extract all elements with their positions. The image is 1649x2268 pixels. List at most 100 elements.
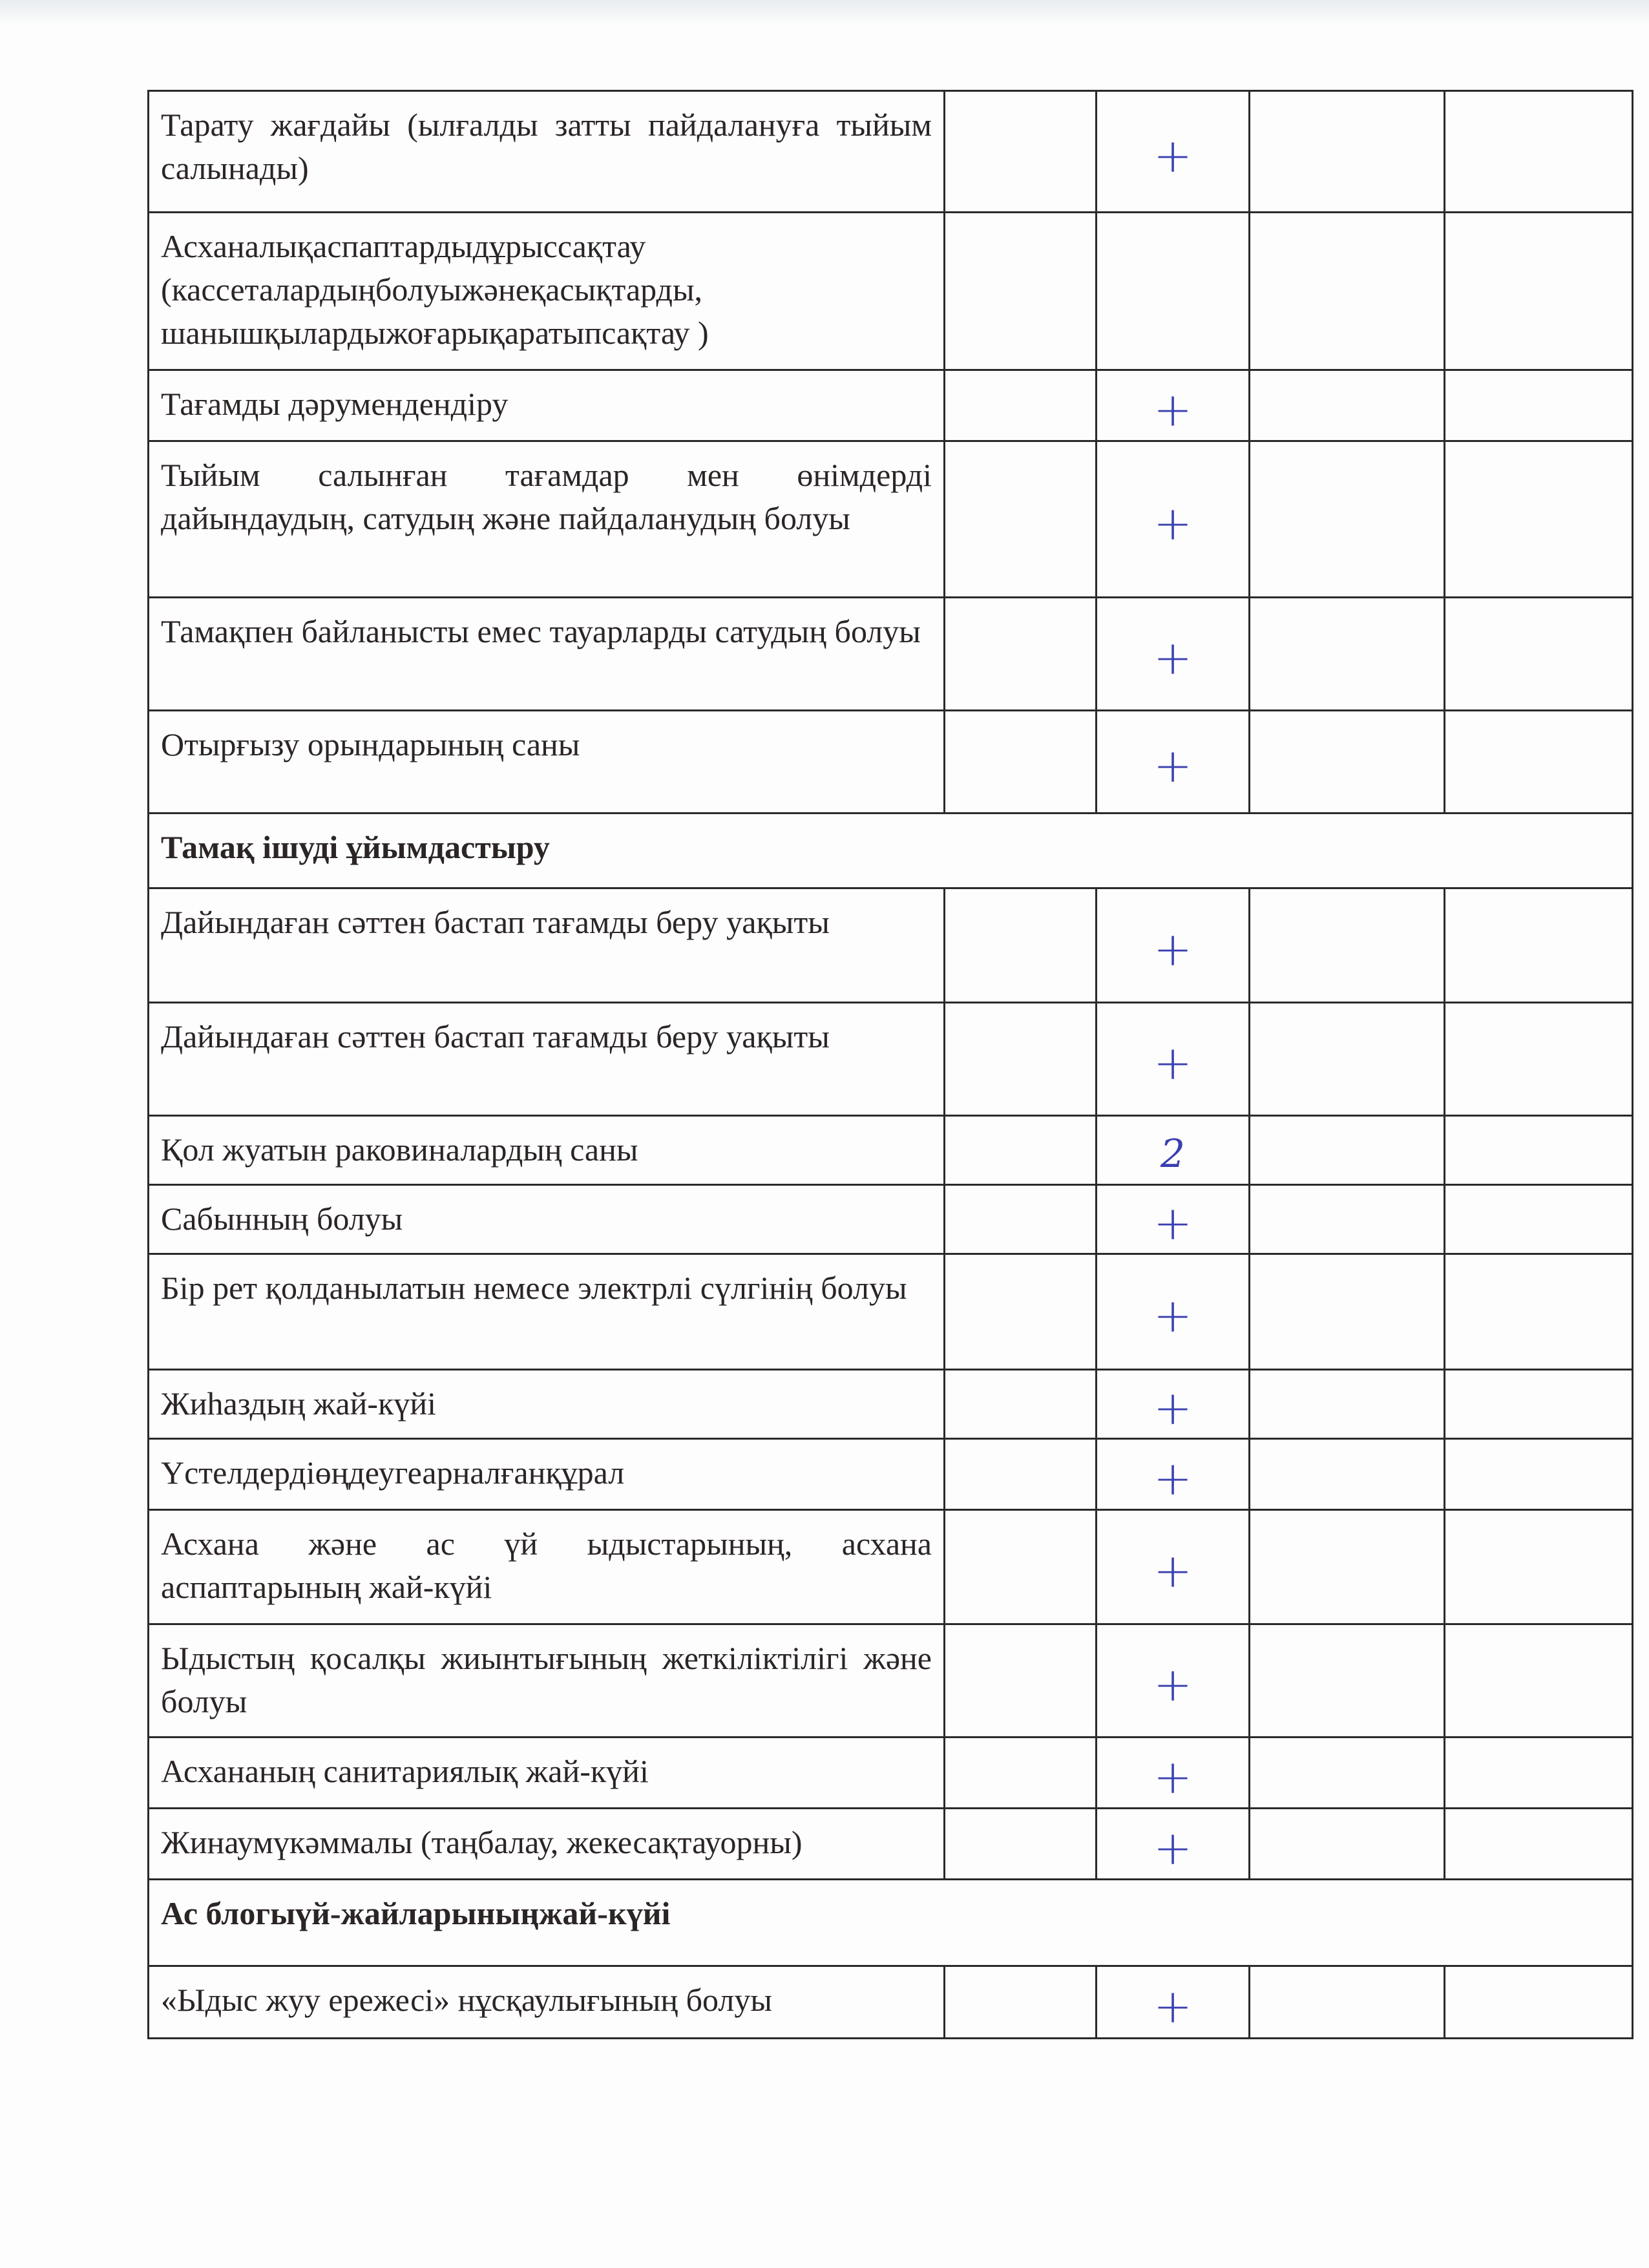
table-row: Жинаумүкәммалы (таңбалау, жекесақтауорны… bbox=[147, 1807, 1633, 1880]
table-row: Асхана және ас үй ыдыстарының, асхана ас… bbox=[147, 1509, 1633, 1625]
criterion-text: Тыйым салынған тағамдар мен өнімдерді да… bbox=[147, 440, 945, 598]
empty-cell bbox=[1248, 1184, 1445, 1255]
empty-cell bbox=[943, 1115, 1097, 1186]
empty-cell bbox=[1248, 211, 1445, 371]
table-row: Асхананың санитариялық жай-күйі + bbox=[147, 1736, 1633, 1809]
empty-cell bbox=[1444, 887, 1633, 1003]
empty-cell bbox=[943, 709, 1097, 814]
empty-cell bbox=[1248, 90, 1445, 213]
empty-cell bbox=[1444, 1184, 1633, 1255]
mark-cell: + bbox=[1095, 1253, 1250, 1370]
criterion-text: Дайындаған сәттен бастап тағамды беру уа… bbox=[147, 887, 945, 1003]
empty-cell bbox=[1444, 1509, 1633, 1625]
table-row: Тағамды дәрумендендіру + bbox=[147, 369, 1633, 442]
handwritten-mark: + bbox=[1153, 922, 1193, 977]
empty-cell bbox=[1444, 1438, 1633, 1511]
criterion-text: Дайындаған сәттен бастап тағамды беру уа… bbox=[147, 1002, 945, 1117]
empty-cell bbox=[1248, 1623, 1445, 1738]
mark-cell: + bbox=[1095, 90, 1250, 213]
handwritten-mark: + bbox=[1153, 128, 1193, 183]
table-row: Сабынның болуы + bbox=[147, 1184, 1633, 1255]
table-row: Жиһаздың жай-күйі + bbox=[147, 1369, 1633, 1440]
empty-cell bbox=[1248, 887, 1445, 1003]
criterion-text: Асхананың санитариялық жай-күйі bbox=[147, 1736, 945, 1809]
mark-cell: + bbox=[1095, 1736, 1250, 1809]
mark-cell: + bbox=[1095, 1438, 1250, 1511]
mark-cell: + bbox=[1095, 1807, 1250, 1880]
empty-cell bbox=[943, 1965, 1097, 2039]
empty-cell bbox=[943, 90, 1097, 213]
mark-cell: + bbox=[1095, 440, 1250, 598]
section-header-row: Ас блогыүй-жайларыныңжай-күйі bbox=[147, 1878, 1633, 1967]
empty-cell bbox=[1444, 709, 1633, 814]
handwritten-mark: + bbox=[1153, 739, 1193, 793]
criterion-text: Ыдыстың қосалқы жиынтығының жеткіліктілі… bbox=[147, 1623, 945, 1738]
empty-cell bbox=[1248, 1965, 1445, 2039]
empty-cell bbox=[943, 1253, 1097, 1370]
handwritten-mark: + bbox=[1153, 631, 1193, 686]
empty-cell bbox=[1444, 1002, 1633, 1117]
mark-cell: + bbox=[1095, 1509, 1250, 1625]
empty-cell bbox=[1248, 369, 1445, 442]
empty-cell bbox=[943, 1736, 1097, 1809]
mark-cell: + bbox=[1095, 1002, 1250, 1117]
empty-cell bbox=[1248, 1002, 1445, 1117]
empty-cell bbox=[1248, 1736, 1445, 1809]
mark-cell: + bbox=[1095, 1184, 1250, 1255]
mark-cell: + bbox=[1095, 1369, 1250, 1440]
empty-cell bbox=[1248, 1509, 1445, 1625]
table-row: Тыйым салынған тағамдар мен өнімдерді да… bbox=[147, 440, 1633, 598]
empty-cell bbox=[1248, 709, 1445, 814]
empty-cell bbox=[1444, 1807, 1633, 1880]
empty-cell bbox=[943, 369, 1097, 442]
empty-cell bbox=[943, 1623, 1097, 1738]
empty-cell bbox=[1444, 211, 1633, 371]
empty-cell bbox=[1444, 369, 1633, 442]
criterion-text: Жиһаздың жай-күйі bbox=[147, 1369, 945, 1440]
empty-cell bbox=[1444, 1965, 1633, 2039]
empty-cell bbox=[1248, 596, 1445, 711]
mark-cell: + bbox=[1095, 887, 1250, 1003]
empty-cell bbox=[943, 211, 1097, 371]
table-row: Қол жуатын раковиналардың саны 2 bbox=[147, 1115, 1633, 1186]
empty-cell bbox=[943, 1509, 1097, 1625]
inspection-checklist-table: Тарату жағдайы (ылғалды затты пайдалануғ… bbox=[147, 90, 1633, 2039]
empty-cell bbox=[1444, 1253, 1633, 1370]
empty-cell bbox=[1248, 1115, 1445, 1186]
criterion-text: Сабынның болуы bbox=[147, 1184, 945, 1255]
mark-cell: + bbox=[1095, 1623, 1250, 1738]
handwritten-mark: + bbox=[1153, 1381, 1193, 1436]
empty-cell bbox=[1444, 440, 1633, 598]
table-row: Үстелдердіөңдеугеарналғанқұрал + bbox=[147, 1438, 1633, 1511]
criterion-text: Отырғызу орындарының саны bbox=[147, 709, 945, 814]
mark-cell bbox=[1095, 211, 1250, 371]
empty-cell bbox=[943, 1438, 1097, 1511]
empty-cell bbox=[943, 1807, 1097, 1880]
empty-cell bbox=[943, 440, 1097, 598]
handwritten-mark: + bbox=[1153, 1979, 1193, 2033]
scan-edge bbox=[0, 0, 1649, 26]
section-header-row: Тамақ ішуді ұйымдастыру bbox=[147, 812, 1633, 889]
criterion-text: Асханалықаспаптардыдұрыссақтау (кассетал… bbox=[147, 211, 945, 371]
table-row: Отырғызу орындарының саны + bbox=[147, 709, 1633, 814]
handwritten-mark: 2 bbox=[1160, 1131, 1186, 1177]
empty-cell bbox=[1248, 1807, 1445, 1880]
handwritten-mark: + bbox=[1153, 1657, 1193, 1712]
table-row: Бір рет қолданылатын немесе электрлі сүл… bbox=[147, 1253, 1633, 1370]
mark-cell: + bbox=[1095, 709, 1250, 814]
criterion-text: Қол жуатын раковиналардың саны bbox=[147, 1115, 945, 1186]
empty-cell bbox=[1248, 1253, 1445, 1370]
mark-cell: + bbox=[1095, 1965, 1250, 2039]
empty-cell bbox=[1444, 1369, 1633, 1440]
handwritten-mark: + bbox=[1153, 496, 1193, 551]
empty-cell bbox=[1444, 1115, 1633, 1186]
handwritten-mark: + bbox=[1153, 1288, 1193, 1343]
empty-cell bbox=[1248, 440, 1445, 598]
mark-cell: + bbox=[1095, 369, 1250, 442]
empty-cell bbox=[1248, 1438, 1445, 1511]
handwritten-mark: + bbox=[1153, 1451, 1193, 1506]
empty-cell bbox=[1444, 90, 1633, 213]
table-row: «Ыдыс жуу ережесі» нұсқаулығының болуы + bbox=[147, 1965, 1633, 2039]
handwritten-mark: + bbox=[1153, 1544, 1193, 1599]
table-row: Ыдыстың қосалқы жиынтығының жеткіліктілі… bbox=[147, 1623, 1633, 1738]
